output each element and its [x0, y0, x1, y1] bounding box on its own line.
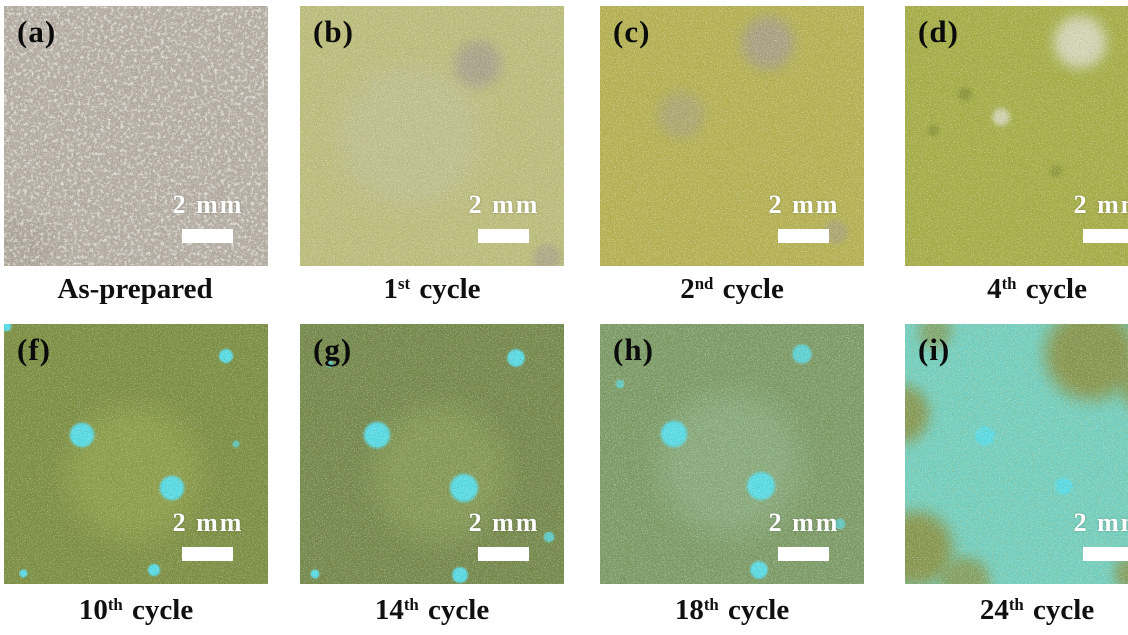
cyan-spot	[218, 348, 234, 364]
panel-caption: 14th cycle	[300, 592, 564, 632]
surface-patch	[1049, 164, 1063, 178]
surface-patch	[652, 88, 710, 142]
caption-text: 4	[987, 273, 1002, 305]
cyan-spot	[68, 421, 96, 449]
caption-text: 10	[78, 594, 108, 626]
scale-bar-label: 2 mm	[1073, 508, 1128, 537]
micrograph-panel-i: (i) 2 mm	[905, 324, 1128, 584]
cyan-spot	[749, 560, 769, 580]
caption-ordinal: nd	[694, 274, 714, 294]
micrograph-panel-b: (b) 2 mm	[300, 6, 564, 266]
micrograph-panel-h: (h) 2 mm	[600, 324, 864, 584]
caption-text: cycle	[420, 594, 490, 626]
panel-caption: 10th cycle	[4, 592, 268, 632]
caption-text: cycle	[720, 594, 790, 626]
scale-bar	[1083, 547, 1128, 561]
cyan-spot	[791, 343, 813, 365]
cyan-spot	[659, 419, 689, 449]
panel-letter-label: (d)	[918, 14, 959, 49]
scale-bar	[778, 229, 829, 243]
micrograph-panel-d: (d) 2 mm	[905, 6, 1128, 266]
surface-patch	[927, 124, 940, 137]
surface-patch	[957, 86, 973, 102]
cyan-spot	[745, 470, 777, 502]
scale-bar-label: 2 mm	[768, 190, 840, 219]
scale-bar-label: 2 mm	[468, 508, 540, 537]
scale-bar-label: 2 mm	[172, 508, 244, 537]
caption-text: 24	[979, 594, 1009, 626]
cyan-spot	[232, 440, 240, 448]
caption-text: cycle	[412, 273, 481, 305]
panel-letter-label: (i)	[918, 332, 951, 367]
surface-patch	[4, 206, 64, 266]
caption-ordinal: th	[1001, 274, 1017, 294]
scale-bar	[182, 229, 233, 243]
micrograph-panel-c: (c) 2 mm	[600, 6, 864, 266]
caption-ordinal: th	[403, 595, 419, 615]
surface-patch	[1049, 10, 1111, 74]
caption-ordinal: th	[107, 595, 123, 615]
panel-caption: 18th cycle	[600, 592, 864, 632]
cyan-spot	[310, 569, 320, 579]
surface-patch	[905, 379, 935, 449]
cyan-spot	[147, 563, 161, 577]
cyan-spot	[506, 348, 526, 368]
caption-ordinal: th	[1008, 595, 1024, 615]
scale-bar	[778, 547, 829, 561]
caption-ordinal: th	[703, 595, 719, 615]
panel-caption: 1st cycle	[300, 271, 564, 311]
panel-letter-label: (h)	[613, 332, 654, 367]
scale-bar-label: 2 mm	[468, 190, 540, 219]
surface-patch	[738, 10, 798, 76]
caption-ordinal: st	[397, 274, 411, 294]
panel-caption: As-prepared	[4, 271, 268, 311]
cyan-spot	[615, 379, 625, 389]
caption-text: As-prepared	[57, 273, 213, 305]
caption-text: cycle	[1025, 594, 1095, 626]
panel-letter-label: (b)	[313, 14, 354, 49]
cyan-spot	[451, 566, 469, 584]
cyan-spot	[1054, 476, 1074, 496]
panel-caption: 4th cycle	[905, 271, 1128, 311]
cyan-spot	[448, 472, 480, 504]
scale-bar	[182, 547, 233, 561]
caption-text: 14	[374, 594, 404, 626]
panel-letter-label: (g)	[313, 332, 353, 367]
caption-text: 18	[674, 594, 704, 626]
scale-bar	[478, 547, 529, 561]
scale-bar-label: 2 mm	[768, 508, 840, 537]
caption-text: cycle	[715, 273, 784, 305]
cyan-spot	[158, 474, 186, 502]
panel-letter-label: (a)	[17, 14, 57, 49]
scale-bar-label: 2 mm	[1073, 190, 1128, 219]
panel-caption: 2nd cycle	[600, 271, 864, 311]
scale-bar-label: 2 mm	[172, 190, 244, 219]
caption-text: 2	[680, 273, 695, 305]
surface-patch	[450, 36, 506, 92]
panel-letter-label: (c)	[613, 14, 651, 49]
surface-patch	[1036, 324, 1128, 409]
caption-text: cycle	[1018, 273, 1087, 305]
caption-text: cycle	[124, 594, 194, 626]
panel-caption: 24th cycle	[905, 592, 1128, 632]
panel-letter-label: (f)	[17, 332, 51, 367]
micrograph-panel-f: (f) 2 mm	[4, 324, 268, 584]
cyan-spot	[362, 420, 392, 450]
micrograph-panel-a: (a) 2 mm	[4, 6, 268, 266]
cyan-spot	[19, 569, 28, 578]
surface-patch	[991, 106, 1011, 128]
micrograph-panel-g: (g) 2 mm	[300, 324, 564, 584]
scale-bar	[1083, 229, 1128, 243]
scale-bar	[478, 229, 529, 243]
cyan-spot	[4, 324, 12, 332]
caption-text: 1	[383, 273, 398, 305]
cyan-spot	[974, 425, 996, 447]
surface-patch	[530, 241, 564, 266]
